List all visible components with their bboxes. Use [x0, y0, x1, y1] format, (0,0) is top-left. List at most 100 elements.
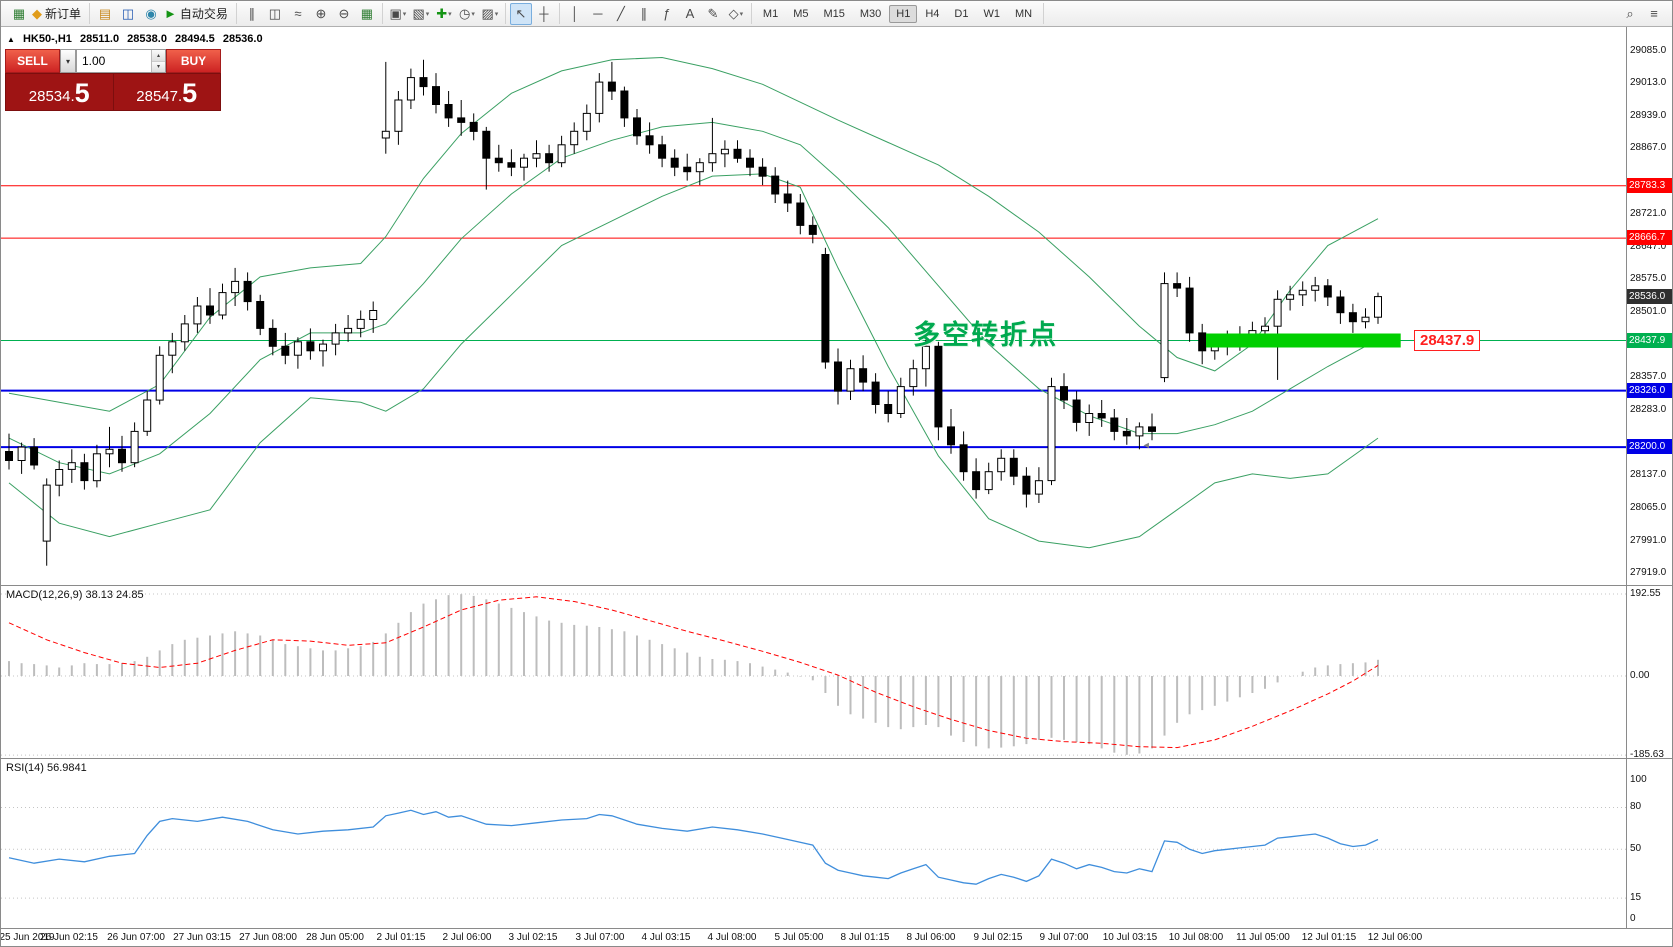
macd-bar	[1138, 676, 1141, 754]
macd-bar	[1264, 676, 1266, 689]
candle	[909, 368, 918, 388]
highlight-zone[interactable]	[1206, 333, 1401, 348]
one-click-panel-toggle-icon[interactable]: ▲	[7, 35, 15, 44]
macd-bar	[359, 646, 362, 676]
macd-bar	[1113, 676, 1116, 753]
indicators-icon[interactable]: ✚ ▾	[433, 3, 455, 25]
candle	[959, 444, 968, 473]
templates-icon[interactable]: ▣ ▾	[387, 3, 409, 25]
navigator-icon[interactable]: ◉	[140, 3, 162, 25]
macd-axis[interactable]: 192.55 0.00 -185.63	[1626, 586, 1672, 758]
search-icon[interactable]: ⌕	[1619, 3, 1641, 25]
macd-bar	[723, 659, 726, 676]
macd-bar	[1339, 664, 1342, 676]
cursor-icon[interactable]: ↖	[509, 2, 532, 25]
timeframe-m5[interactable]: M5	[793, 7, 809, 20]
profiles-icon[interactable]: ▧ ▾	[410, 3, 432, 25]
timeframe-m15[interactable]: M15	[823, 7, 845, 20]
tile-windows-icon[interactable]: ▦	[356, 3, 378, 25]
order-type-dropdown[interactable]: ▾	[60, 49, 76, 73]
rsi-canvas[interactable]	[1, 759, 1626, 928]
candle	[130, 430, 139, 464]
time-label: 10 Jul 03:15	[1102, 932, 1158, 943]
volume-increase-button[interactable]: ▴	[152, 50, 165, 62]
candle	[469, 121, 478, 132]
sell-price-display[interactable]: 28534. 5	[6, 74, 113, 110]
menu-icon[interactable]: ≡	[1643, 3, 1665, 25]
main-chart-canvas[interactable]: ◄	[1, 27, 1626, 585]
market-watch-icon[interactable]: ▤	[94, 3, 116, 25]
timeframe-m30[interactable]: M30	[859, 7, 882, 20]
autotrading-glyph: ►	[164, 6, 177, 21]
volume-input[interactable]	[77, 50, 165, 72]
autotrading-button[interactable]: ► 自动交易	[163, 3, 232, 25]
periods-dropdown-arrow[interactable]: ▾	[471, 10, 475, 18]
rsi-axis[interactable]: 100 80 50 15 0	[1626, 759, 1672, 928]
line-chart-mode-icon[interactable]: ≈	[287, 3, 309, 25]
time-axis[interactable]: 25 Jun 2019 26 Jun 02:15 26 Jun 07:00 27 Ju…	[1, 929, 1672, 946]
chart-annotation[interactable]: 多空转折点	[913, 320, 1058, 350]
data-window-icon[interactable]: ◫	[117, 3, 139, 25]
new-chart-icon[interactable]: ▦	[8, 3, 30, 25]
zoom-out-icon[interactable]: ⊖	[333, 3, 355, 25]
shapes-tool-dropdown-arrow[interactable]: ▾	[739, 10, 744, 18]
price-axis[interactable]: 29085.0 29013.0 28939.0 28867.0 28721.0 28647…	[1626, 27, 1672, 585]
vertical-line-tool-icon[interactable]: │	[564, 3, 586, 25]
candle	[1085, 413, 1094, 423]
sell-button[interactable]: SELL	[5, 49, 60, 73]
macd-bar	[1201, 676, 1204, 711]
trendline-tool-glyph: ╱	[616, 6, 625, 21]
timeframe-m1[interactable]: M1	[762, 7, 779, 20]
timeframe-w1[interactable]: W1	[983, 7, 1000, 20]
macd-bar	[698, 656, 701, 676]
crosshair-icon[interactable]: ┼	[533, 3, 555, 25]
time-label: 3 Jul 07:00	[575, 932, 625, 943]
macd-canvas[interactable]	[1, 586, 1626, 758]
fibonacci-tool-icon[interactable]: ƒ	[656, 3, 678, 25]
indicators-dropdown-arrow[interactable]: ▾	[448, 10, 452, 18]
bar-chart-mode-icon[interactable]: ∥	[241, 3, 263, 25]
profiles-dropdown-arrow[interactable]: ▾	[425, 10, 430, 18]
label-tool-icon[interactable]: ✎	[702, 3, 724, 25]
chart-options-icon[interactable]: ▨ ▾	[479, 3, 501, 25]
shapes-tool-icon[interactable]: ◇ ▾	[725, 3, 747, 25]
macd-bar	[284, 644, 287, 676]
time-label: 26 Jun 02:15	[40, 932, 98, 943]
trendline-tool-icon[interactable]: ╱	[610, 3, 632, 25]
macd-bar	[1326, 665, 1329, 676]
macd-bar	[849, 676, 852, 715]
buy-price-display[interactable]: 28547. 5	[112, 74, 221, 110]
price-tick: 28867.0	[1630, 142, 1667, 153]
price-tick: 29085.0	[1630, 45, 1667, 56]
channel-tool-icon[interactable]: ∥	[633, 3, 655, 25]
macd-scale-tick: 192.55	[1630, 588, 1661, 599]
volume-decrease-button[interactable]: ▾	[152, 61, 165, 72]
buy-button[interactable]: BUY	[166, 49, 221, 73]
timeframe-d1[interactable]: D1	[954, 7, 969, 20]
periods-glyph: ◷	[458, 6, 471, 21]
zoom-in-icon[interactable]: ⊕	[310, 3, 332, 25]
symbol-info: ▲ HK50-,H1 28511.0 28538.0 28494.5 28536…	[7, 33, 268, 45]
horizontal-line-tool-icon[interactable]: ─	[587, 3, 609, 25]
time-label: 27 Jun 08:00	[239, 932, 297, 943]
periods-icon[interactable]: ◷ ▾	[456, 3, 478, 25]
rsi-scale-tick: 50	[1630, 843, 1642, 854]
volume-spinner: ▴ ▾	[151, 50, 165, 72]
candlestick-mode-icon[interactable]: ◫	[264, 3, 286, 25]
timeframe-h4[interactable]: H4	[925, 7, 940, 20]
macd-bar	[334, 650, 337, 676]
candle	[306, 341, 315, 352]
timeframe-mn[interactable]: MN	[1014, 7, 1033, 20]
templates-dropdown-arrow[interactable]: ▾	[402, 10, 407, 18]
macd-bar	[899, 676, 902, 730]
timeframe-h1[interactable]: H1	[889, 4, 918, 23]
candle	[67, 462, 76, 470]
time-label: 25 Jun 2019	[0, 932, 55, 943]
macd-bar	[271, 639, 274, 676]
price-callout[interactable]: 28437.9	[1414, 330, 1481, 351]
text-tool-icon[interactable]: A	[679, 3, 701, 25]
chart-options-dropdown-arrow[interactable]: ▾	[494, 10, 499, 18]
macd-bar	[221, 633, 224, 676]
new-order-button[interactable]: ◆ 新订单	[31, 3, 85, 25]
volume-box: ▴ ▾	[76, 49, 166, 73]
